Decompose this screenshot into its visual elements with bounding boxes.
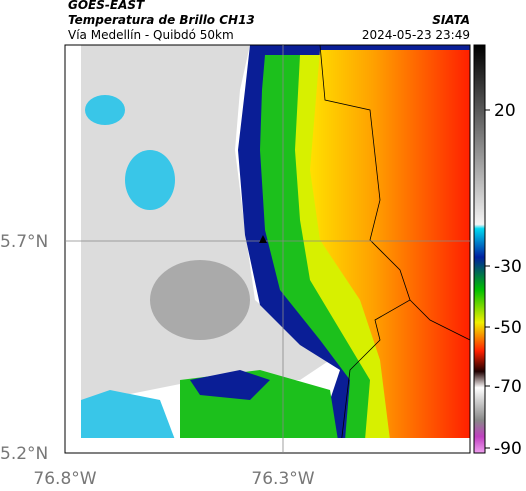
colorbar-label: -50 [494, 318, 522, 338]
lat-label: 5.7°N [0, 232, 48, 252]
colorbar [473, 44, 486, 454]
colorbar-label: 20 [494, 101, 516, 121]
title: Temperatura de Brillo CH13 [68, 13, 255, 27]
subtitle: Vía Medellín - Quibdó 50km [68, 28, 234, 42]
colorbar-label: -30 [494, 257, 522, 277]
colorbar-label: -70 [494, 377, 522, 397]
colorbar-label: -90 [494, 439, 522, 459]
lat-label: 5.2°N [0, 444, 48, 464]
source: GOES-EAST [68, 0, 145, 12]
lon-label: 76.8°W [33, 469, 96, 489]
city-marker [259, 235, 267, 243]
satellite-image [65, 45, 470, 453]
colorbar-labels: 20 -30 -50 -70 -90 [485, 101, 522, 459]
datetime: 2024-05-23 23:49 [362, 28, 470, 42]
brand: SIATA [432, 13, 470, 27]
lon-label: 76.3°W [251, 469, 314, 489]
